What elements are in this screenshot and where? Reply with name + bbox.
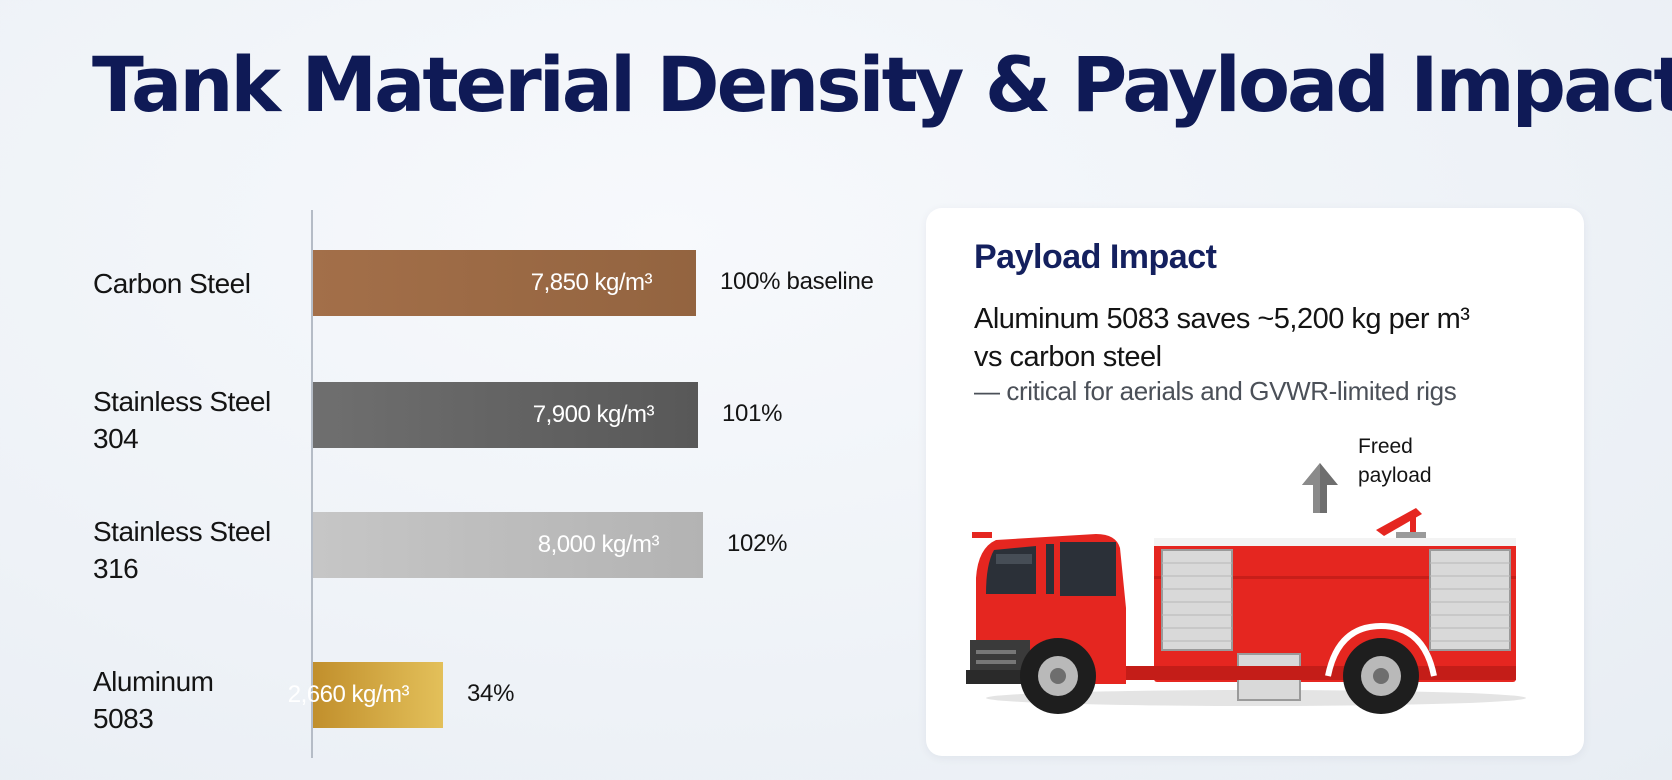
freed-label-line: Freed [1358,435,1413,458]
freed-label-line: payload [1358,464,1432,487]
freed-payload-label: Freed payload [1358,432,1478,490]
category-label-line: Carbon Steel [93,268,251,299]
category-label: Stainless Steel 304 [93,383,293,457]
card-body-line: Aluminum 5083 saves ~5,200 kg per m³ [974,303,1470,335]
category-label: Aluminum 5083 [93,663,293,737]
category-label: Stainless Steel 316 [93,513,293,587]
front-wheel [1020,638,1096,714]
rear-wheel [1343,638,1419,714]
bar-value-label: 7,900 kg/m³ [532,401,655,428]
percent-label: 101% [722,400,783,427]
bar-value-label: 2,660 kg/m³ [287,681,410,708]
bar: 2,660 kg/m³ [288,662,443,728]
category-label-line: Stainless Steel [93,516,271,547]
bar: 7,900 kg/m³ [313,382,698,448]
percent-label: 34% [467,680,515,707]
category-label: Carbon Steel [93,265,293,302]
roller-door [1161,549,1233,651]
category-label-line: 5083 [93,703,154,734]
card-body-line: vs carbon steel [974,341,1162,373]
water-cannon [1376,508,1426,538]
fire-truck-illustration [966,508,1526,714]
bar: 7,850 kg/m³ [313,250,696,316]
bar-value-label: 8,000 kg/m³ [537,531,660,558]
bar-value-label: 7,850 kg/m³ [530,269,653,296]
roller-door [1429,549,1511,651]
percent-label: 100% baseline [720,268,874,295]
up-arrow-icon [1302,463,1338,513]
category-axis-line [311,210,313,758]
card-title: Payload Impact [974,238,1217,276]
category-label-line: Aluminum [93,666,214,697]
category-label-line: Stainless Steel [93,386,271,417]
payload-impact-card: Payload Impact Aluminum 5083 saves ~5,20… [926,208,1584,756]
density-bar-chart: Carbon Steel 7,850 kg/m³ 100% baseline Stai… [93,210,874,758]
card-body: Aluminum 5083 saves ~5,200 kg per m³ vs … [974,300,1534,376]
category-label-line: 316 [93,553,139,584]
percent-label: 102% [727,530,788,557]
category-label-line: 304 [93,423,139,454]
bar: 8,000 kg/m³ [313,512,703,578]
card-subtext: — critical for aerials and GVWR-limited … [974,376,1457,406]
page-title: Tank Material Density & Payload Impact [92,40,1672,129]
